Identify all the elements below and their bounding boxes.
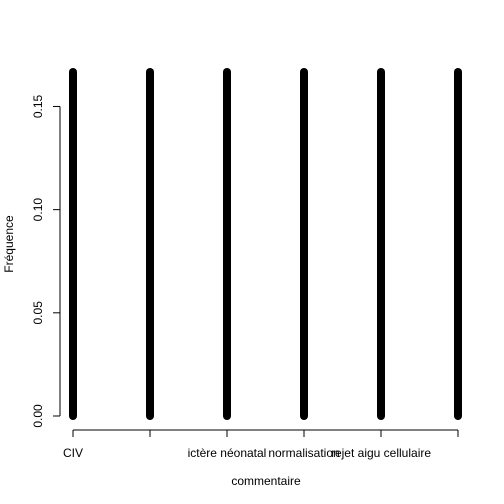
y-tick-label-3: 0.15: [31, 94, 45, 118]
y-axis-title: Fréquence: [2, 215, 16, 273]
x-tick-label-0: CIV: [63, 446, 83, 460]
x-tick-label-4: rejet aigu cellulaire: [331, 446, 431, 460]
y-tick-label-2: 0.10: [31, 198, 45, 222]
bars-group: [69, 68, 462, 420]
x-axis-title: commentaire: [231, 474, 301, 488]
y-tick-label-1: 0.05: [31, 301, 45, 325]
x-tick-label-2: ictère néonatal: [188, 446, 267, 460]
y-tick-label-0: 0.00: [31, 404, 45, 428]
y-axis: 0.00 0.05 0.10 0.15: [31, 94, 61, 428]
x-tick-label-3: normalisation: [268, 446, 339, 460]
